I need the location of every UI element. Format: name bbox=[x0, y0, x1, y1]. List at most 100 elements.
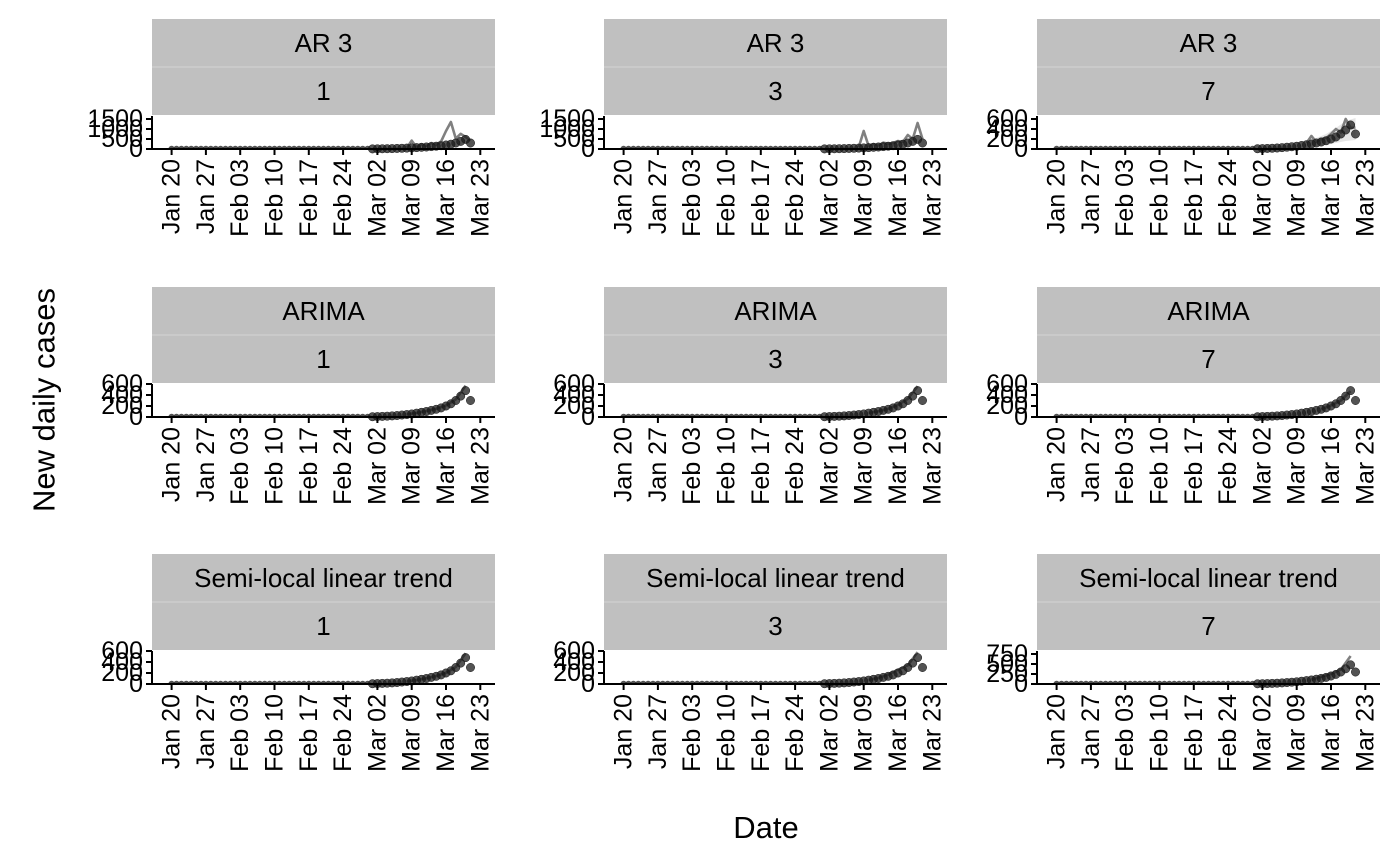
x-tick-label: Mar 02 bbox=[363, 694, 391, 772]
x-tick-label: Mar 16 bbox=[432, 427, 460, 505]
x-tick-label: Feb 03 bbox=[1111, 427, 1139, 505]
x-tick-label: Feb 03 bbox=[1111, 159, 1139, 237]
x-tick-label: Feb 03 bbox=[678, 694, 706, 772]
x-tick-label: Feb 10 bbox=[261, 159, 289, 237]
facet-strip-horizon bbox=[1037, 335, 1380, 383]
facet-strip-model-label: ARIMA bbox=[282, 296, 365, 326]
y-tick-label: 0 bbox=[1014, 670, 1028, 698]
facet-strip-horizon bbox=[604, 335, 947, 383]
y-tick-label: 0 bbox=[1014, 403, 1028, 431]
x-tick-label: Mar 16 bbox=[884, 694, 912, 772]
x-tick-label: Mar 02 bbox=[1248, 427, 1276, 505]
x-tick-label: Jan 27 bbox=[1077, 694, 1105, 769]
x-tick-label: Feb 24 bbox=[1214, 427, 1242, 505]
x-tick-label: Feb 24 bbox=[781, 159, 809, 237]
x-tick-label: Jan 20 bbox=[610, 694, 638, 769]
x-tick-label: Mar 02 bbox=[815, 694, 843, 772]
x-tick-label: Mar 16 bbox=[1317, 694, 1345, 772]
x-tick-label: Mar 09 bbox=[398, 427, 426, 505]
x-tick-label: Mar 16 bbox=[1317, 427, 1345, 505]
x-axis-title: Date bbox=[733, 810, 798, 845]
x-tick-label: Mar 09 bbox=[1283, 427, 1311, 505]
x-tick-label: Jan 27 bbox=[1077, 159, 1105, 234]
x-tick-label: Feb 10 bbox=[1146, 427, 1174, 505]
y-tick-label: 600 bbox=[553, 370, 595, 398]
y-axis-title: New daily cases bbox=[27, 288, 62, 512]
facet-strip-model bbox=[152, 287, 495, 335]
x-tick-label: Feb 03 bbox=[226, 427, 254, 505]
x-tick-label: Mar 16 bbox=[884, 159, 912, 237]
x-tick-label: Feb 10 bbox=[261, 427, 289, 505]
y-tick-label: 200 bbox=[101, 392, 143, 420]
x-tick-label: Feb 03 bbox=[678, 427, 706, 505]
x-tick-label: Mar 23 bbox=[466, 427, 494, 505]
facet-strip-horizon-label: 7 bbox=[1201, 344, 1215, 374]
facet-strip-horizon bbox=[1037, 67, 1380, 115]
facet-strip-model-label: Semi-local linear trend bbox=[1079, 563, 1338, 593]
facet-strip-horizon-label: 1 bbox=[316, 611, 330, 641]
y-tick-label: 400 bbox=[986, 115, 1028, 143]
x-tick-label: Jan 20 bbox=[610, 427, 638, 502]
facet-strip-model bbox=[1037, 19, 1380, 67]
x-tick-label: Mar 16 bbox=[432, 159, 460, 237]
observed-point bbox=[918, 663, 927, 672]
y-tick-label: 200 bbox=[553, 659, 595, 687]
x-tick-label: Jan 20 bbox=[158, 427, 186, 502]
y-tick-label: 400 bbox=[553, 381, 595, 409]
x-tick-label: Feb 10 bbox=[261, 694, 289, 772]
x-tick-label: Jan 27 bbox=[644, 159, 672, 234]
x-tick-label: Feb 17 bbox=[295, 159, 323, 237]
facet-strip-horizon-label: 3 bbox=[768, 344, 782, 374]
y-tick-label: 400 bbox=[986, 381, 1028, 409]
y-tick-label: 0 bbox=[581, 135, 595, 163]
x-tick-label: Mar 16 bbox=[1317, 159, 1345, 237]
facet-strip-model-label: Semi-local linear trend bbox=[194, 563, 453, 593]
x-tick-label: Mar 09 bbox=[850, 694, 878, 772]
x-tick-label: Mar 09 bbox=[398, 694, 426, 772]
x-tick-label: Feb 17 bbox=[1180, 694, 1208, 772]
facet-strip-model bbox=[152, 19, 495, 67]
x-tick-label: Mar 02 bbox=[815, 427, 843, 505]
facet-strip-model-label: ARIMA bbox=[734, 296, 817, 326]
facet-strip-model-label: Semi-local linear trend bbox=[646, 563, 905, 593]
observed-point bbox=[1351, 667, 1360, 677]
x-tick-label: Feb 10 bbox=[713, 159, 741, 237]
plot-area bbox=[1037, 384, 1380, 417]
observed-point bbox=[466, 663, 475, 672]
facet-strip-horizon-label: 3 bbox=[768, 611, 782, 641]
observed-point bbox=[466, 138, 475, 148]
x-tick-label: Feb 24 bbox=[781, 427, 809, 505]
facet-strip-horizon-label: 7 bbox=[1201, 611, 1215, 641]
x-tick-label: Mar 02 bbox=[363, 159, 391, 237]
x-tick-label: Mar 09 bbox=[850, 159, 878, 237]
y-tick-label: 600 bbox=[986, 105, 1028, 133]
observed-point bbox=[1346, 660, 1356, 670]
x-tick-label: Feb 17 bbox=[295, 694, 323, 772]
x-tick-label: Feb 10 bbox=[1146, 159, 1174, 237]
observed-point bbox=[1346, 386, 1356, 396]
y-tick-label: 200 bbox=[986, 392, 1028, 420]
y-tick-label: 600 bbox=[101, 370, 143, 398]
x-tick-label: Mar 23 bbox=[918, 159, 946, 237]
x-tick-label: Feb 03 bbox=[226, 159, 254, 237]
x-tick-label: Feb 03 bbox=[678, 159, 706, 237]
facet-strip-horizon bbox=[1037, 602, 1380, 650]
x-tick-label: Mar 16 bbox=[432, 694, 460, 772]
y-tick-label: 1000 bbox=[87, 115, 143, 143]
y-tick-label: 750 bbox=[986, 640, 1028, 668]
x-tick-label: Feb 24 bbox=[329, 694, 357, 772]
x-tick-label: Jan 20 bbox=[1043, 694, 1071, 769]
x-tick-label: Feb 24 bbox=[329, 427, 357, 505]
y-tick-label: 200 bbox=[986, 125, 1028, 153]
x-tick-label: Feb 10 bbox=[713, 694, 741, 772]
facet-strip-model-label: AR 3 bbox=[747, 28, 805, 58]
y-tick-label: 500 bbox=[986, 650, 1028, 678]
x-tick-label: Mar 23 bbox=[918, 427, 946, 505]
x-tick-label: Mar 09 bbox=[398, 159, 426, 237]
x-tick-label: Feb 17 bbox=[747, 427, 775, 505]
x-tick-label: Mar 23 bbox=[918, 694, 946, 772]
